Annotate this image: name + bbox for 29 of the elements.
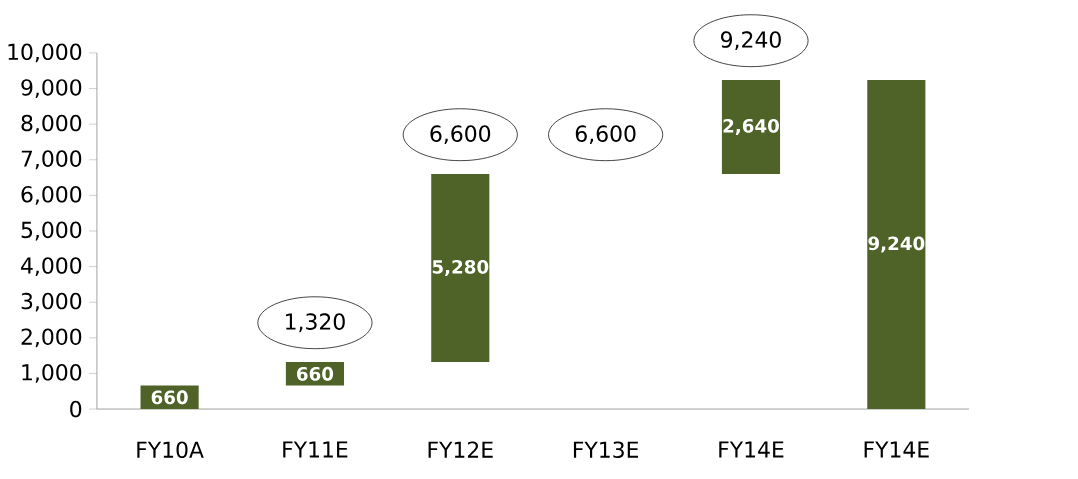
- bar: [721, 80, 781, 175]
- y-tick-label: 2,000: [21, 328, 82, 348]
- data-label: 5,280: [432, 260, 489, 277]
- x-tick-label: FY10A: [137, 441, 204, 459]
- y-tick-label: 6,000: [21, 186, 82, 205]
- y-tick-label: 7,000: [21, 150, 82, 170]
- bar: [431, 174, 490, 363]
- y-tick-label: 9,000: [21, 79, 82, 99]
- annotation: 1,320: [286, 313, 345, 333]
- data-label: 660: [151, 390, 188, 405]
- x-tick-label: FY14E: [864, 441, 929, 458]
- x-tick-label: FY14E: [719, 441, 784, 458]
- y-tick-label: 0: [70, 400, 82, 418]
- data-label: 9,240: [868, 236, 925, 253]
- bar: [867, 80, 926, 410]
- y-tick-label: 3,000: [21, 293, 82, 312]
- data-label: 660: [297, 367, 334, 381]
- annotation: 6,600: [575, 125, 636, 145]
- annotation: 6,600: [430, 125, 491, 145]
- y-tick-label: 5,000: [21, 221, 82, 241]
- y-tick-label: 1,000: [22, 364, 82, 384]
- data-label: 2,640: [723, 119, 779, 136]
- y-tick-label: 4,000: [21, 257, 82, 277]
- x-tick-label: FY11E: [283, 441, 348, 458]
- y-tick-label: 8,000: [21, 114, 82, 134]
- annotation: 9,240: [721, 31, 781, 51]
- x-tick-label: FY13E: [573, 441, 639, 459]
- x-tick-label: FY12E: [428, 441, 493, 458]
- y-tick-label: 10,000: [8, 43, 82, 63]
